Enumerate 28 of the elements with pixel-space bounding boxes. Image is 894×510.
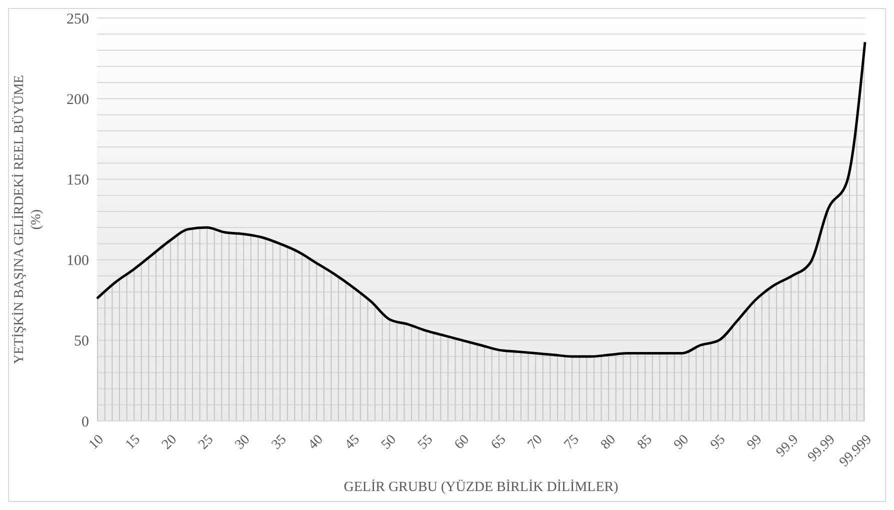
x-tick-label: 30 (232, 432, 254, 453)
x-tick-label: 45 (342, 432, 363, 453)
y-tick-label: 150 (66, 172, 89, 189)
x-tick-label: 10 (86, 432, 107, 453)
y-tick-label: 250 (66, 11, 89, 28)
x-tick-label: 99 (744, 432, 766, 453)
y-tick-label: 50 (74, 334, 89, 350)
x-axis-title: GELİR GRUBU (YÜZDE BİRLİK DİLİMLER) (344, 479, 619, 495)
x-tick-label: 60 (452, 432, 473, 453)
y-tick-label: 0 (82, 414, 89, 430)
x-tick-label: 40 (306, 432, 326, 453)
x-tick-label: 15 (122, 432, 144, 453)
x-tick-label: 55 (415, 432, 436, 453)
x-tick-label: 80 (598, 432, 619, 453)
x-tick-label: 20 (159, 432, 180, 453)
x-tick-label: 35 (269, 432, 290, 453)
x-tick-label: 99.9 (774, 432, 802, 460)
x-tick-label: 25 (196, 432, 217, 453)
y-tick-label: 200 (66, 92, 89, 108)
x-tick-label: 65 (488, 432, 510, 453)
x-tick-label: 85 (634, 432, 656, 453)
x-tick-label: 70 (525, 432, 546, 453)
y-axis-title: YETİŞKİN BAŞINA GELİRDEKİ REEL BÜYÜME (%) (11, 75, 43, 364)
x-tick-label: 90 (671, 432, 692, 453)
x-tick-label: 95 (708, 432, 729, 453)
x-tick-label: 75 (562, 432, 582, 453)
y-tick-label: 100 (66, 253, 89, 270)
x-tick-label: 50 (378, 432, 400, 453)
